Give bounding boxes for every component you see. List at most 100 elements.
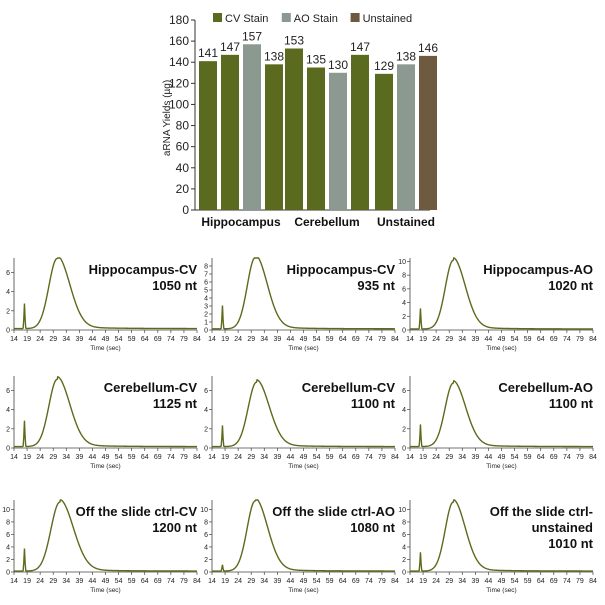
- x-tick-label: 34: [260, 454, 268, 461]
- x-tick-label: 49: [498, 578, 506, 585]
- panel-title: Hippocampus-CV: [89, 262, 198, 277]
- x-tick-label: 69: [352, 454, 360, 461]
- legend-label: CV Stain: [225, 13, 268, 25]
- y-tick-label: 140: [169, 55, 189, 69]
- x-tick-label: 54: [313, 454, 321, 461]
- x-tick-label: 29: [445, 578, 453, 585]
- x-tick-label: 79: [378, 454, 386, 461]
- x-tick-label: 64: [537, 454, 545, 461]
- panel-title: Off the slide ctrl-CV: [76, 504, 198, 519]
- x-tick-label: 84: [193, 336, 201, 343]
- y-tick-label: 3: [204, 304, 208, 311]
- x-tick-label: 19: [221, 336, 229, 343]
- x-tick-label: 29: [49, 336, 57, 343]
- y-tick-label: 2: [6, 426, 10, 433]
- bar-value-label: 130: [328, 58, 348, 72]
- y-tick-label: 10: [200, 507, 208, 514]
- x-tick-label: 69: [154, 336, 162, 343]
- x-tick-label: 84: [391, 336, 399, 343]
- y-axis-title: aRNA Yields (µg): [162, 80, 173, 156]
- x-tick-label: 54: [115, 336, 123, 343]
- x-tick-label: 39: [273, 578, 281, 585]
- x-tick-label: 59: [326, 578, 334, 585]
- x-tick-label: 74: [563, 578, 571, 585]
- y-tick-label: 0: [204, 570, 208, 577]
- y-tick-label: 4: [402, 544, 406, 551]
- bar: [307, 67, 325, 210]
- x-tick-label: 79: [378, 578, 386, 585]
- x-tick-label: 14: [10, 578, 18, 585]
- x-tick-label: 59: [524, 336, 532, 343]
- x-tick-label: 84: [589, 336, 597, 343]
- x-tick-label: 84: [193, 454, 201, 461]
- y-tick-label: 8: [6, 519, 10, 526]
- panel-title: 1125 nt: [153, 396, 198, 411]
- x-tick-label: 79: [180, 336, 188, 343]
- x-axis-title: Time (sec): [90, 463, 120, 470]
- trace-line: [14, 499, 197, 572]
- x-axis-title: Time (sec): [486, 463, 516, 470]
- bar: [419, 55, 437, 211]
- x-tick-label: 34: [62, 454, 70, 461]
- x-tick-label: 79: [180, 578, 188, 585]
- x-tick-label: 54: [511, 336, 519, 343]
- panel-title: Hippocampus-AO: [483, 262, 593, 277]
- trace-line: [212, 257, 395, 330]
- trace-line: [14, 257, 197, 330]
- y-tick-label: 0: [6, 446, 10, 453]
- x-tick-label: 29: [445, 454, 453, 461]
- x-tick-label: 84: [589, 578, 597, 585]
- x-tick-label: 49: [300, 578, 308, 585]
- x-tick-label: 29: [49, 454, 57, 461]
- x-tick-label: 39: [273, 454, 281, 461]
- trace-line: [14, 375, 197, 448]
- y-tick-label: 4: [6, 544, 10, 551]
- y-tick-label: 0: [402, 446, 406, 453]
- x-tick-label: 24: [234, 454, 242, 461]
- group-label: Unstained: [377, 215, 435, 229]
- x-tick-label: 84: [193, 578, 201, 585]
- bar: [397, 64, 415, 210]
- x-tick-label: 74: [563, 454, 571, 461]
- bar-value-label: 135: [306, 53, 326, 67]
- panel-title: 1200 nt: [152, 520, 197, 535]
- x-tick-label: 69: [154, 578, 162, 585]
- x-tick-label: 64: [339, 578, 347, 585]
- legend-label: AO Stain: [294, 13, 338, 25]
- x-tick-label: 54: [511, 578, 519, 585]
- x-tick-label: 44: [485, 578, 493, 585]
- y-tick-label: 60: [176, 140, 190, 154]
- x-tick-label: 44: [287, 336, 295, 343]
- x-tick-label: 84: [589, 454, 597, 461]
- x-tick-label: 69: [550, 578, 558, 585]
- legend-swatch: [213, 13, 222, 22]
- x-tick-label: 14: [208, 336, 216, 343]
- x-tick-label: 34: [458, 578, 466, 585]
- x-tick-label: 39: [75, 578, 83, 585]
- x-tick-label: 24: [36, 454, 44, 461]
- y-tick-label: 20: [176, 182, 190, 196]
- trace-line: [212, 499, 395, 572]
- x-tick-label: 79: [378, 336, 386, 343]
- bar-value-label: 157: [242, 29, 262, 43]
- x-tick-label: 59: [326, 454, 334, 461]
- x-tick-label: 84: [391, 454, 399, 461]
- panel-title: Off the slide ctrl-AO: [272, 504, 395, 519]
- x-axis-title: Time (sec): [288, 587, 318, 594]
- y-tick-label: 0: [204, 446, 208, 453]
- x-tick-label: 19: [419, 578, 427, 585]
- x-tick-label: 69: [352, 336, 360, 343]
- y-tick-label: 8: [402, 519, 406, 526]
- x-tick-label: 74: [167, 578, 175, 585]
- x-tick-label: 34: [62, 336, 70, 343]
- group-label: Cerebellum: [294, 215, 359, 229]
- legend-swatch: [350, 13, 360, 22]
- x-tick-label: 64: [537, 578, 545, 585]
- y-tick-label: 160: [169, 34, 189, 48]
- group-label: Hippocampus: [201, 215, 281, 229]
- panel-title: Off the slide ctrl-: [490, 504, 593, 519]
- x-tick-label: 49: [102, 578, 110, 585]
